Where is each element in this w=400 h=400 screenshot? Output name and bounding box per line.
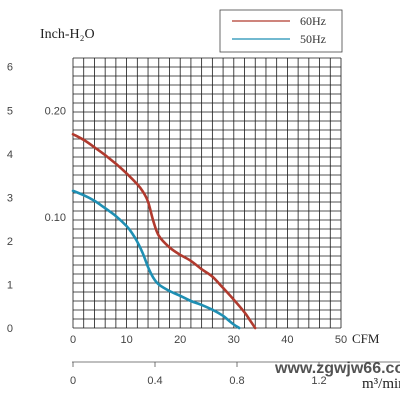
series-line-50hz <box>71 189 241 330</box>
x-tick-label: 10 <box>120 334 132 346</box>
y-axis-left-ticks: 0 1 2 3 4 5 6 <box>7 62 13 335</box>
secondary-x-tick-label: 0 <box>70 375 76 387</box>
series-line-60hz <box>71 132 257 330</box>
x-axis-label: CFM <box>352 331 380 346</box>
x-tick-label: 50 <box>335 334 347 346</box>
y-tick-label: 6 <box>7 62 13 74</box>
y-tick-label: 5 <box>7 105 13 117</box>
x-tick-label: 0 <box>70 334 76 346</box>
y-inner-tick-label: 0.10 <box>45 212 66 224</box>
series-group <box>71 132 257 330</box>
y-tick-label: 3 <box>7 192 13 204</box>
legend-box <box>219 9 343 53</box>
secondary-x-axis-ticks: 0 0.4 0.8 1.2 <box>70 362 327 387</box>
legend-label-60hz: 60Hz <box>300 14 326 28</box>
x-tick-label: 30 <box>228 334 240 346</box>
secondary-x-axis-label: m³/min <box>362 376 400 392</box>
y-tick-label: 4 <box>7 149 13 161</box>
legend: 60Hz 50Hz <box>219 9 343 53</box>
secondary-x-tick-label: 0.8 <box>229 375 244 387</box>
y-inner-tick-label: 0.20 <box>45 105 66 117</box>
y-axis-label: Inch-H₂O <box>40 27 95 42</box>
x-axis-ticks: 0 10 20 30 40 50 <box>70 334 347 346</box>
y-tick-label: 0 <box>7 323 13 335</box>
secondary-x-tick-label: 0.4 <box>147 375 162 387</box>
x-tick-label: 20 <box>174 334 186 346</box>
x-tick-label: 40 <box>281 334 293 346</box>
legend-label-50hz: 50Hz <box>300 32 326 46</box>
plot-grid <box>72 57 342 329</box>
y-tick-label: 1 <box>7 279 13 291</box>
secondary-x-tick-label: 1.2 <box>311 375 326 387</box>
y-axis-inner-ticks: 0.10 0.20 <box>45 105 66 224</box>
watermark-text: www.zgwjw66.com <box>274 360 400 377</box>
y-tick-label: 2 <box>7 236 13 248</box>
